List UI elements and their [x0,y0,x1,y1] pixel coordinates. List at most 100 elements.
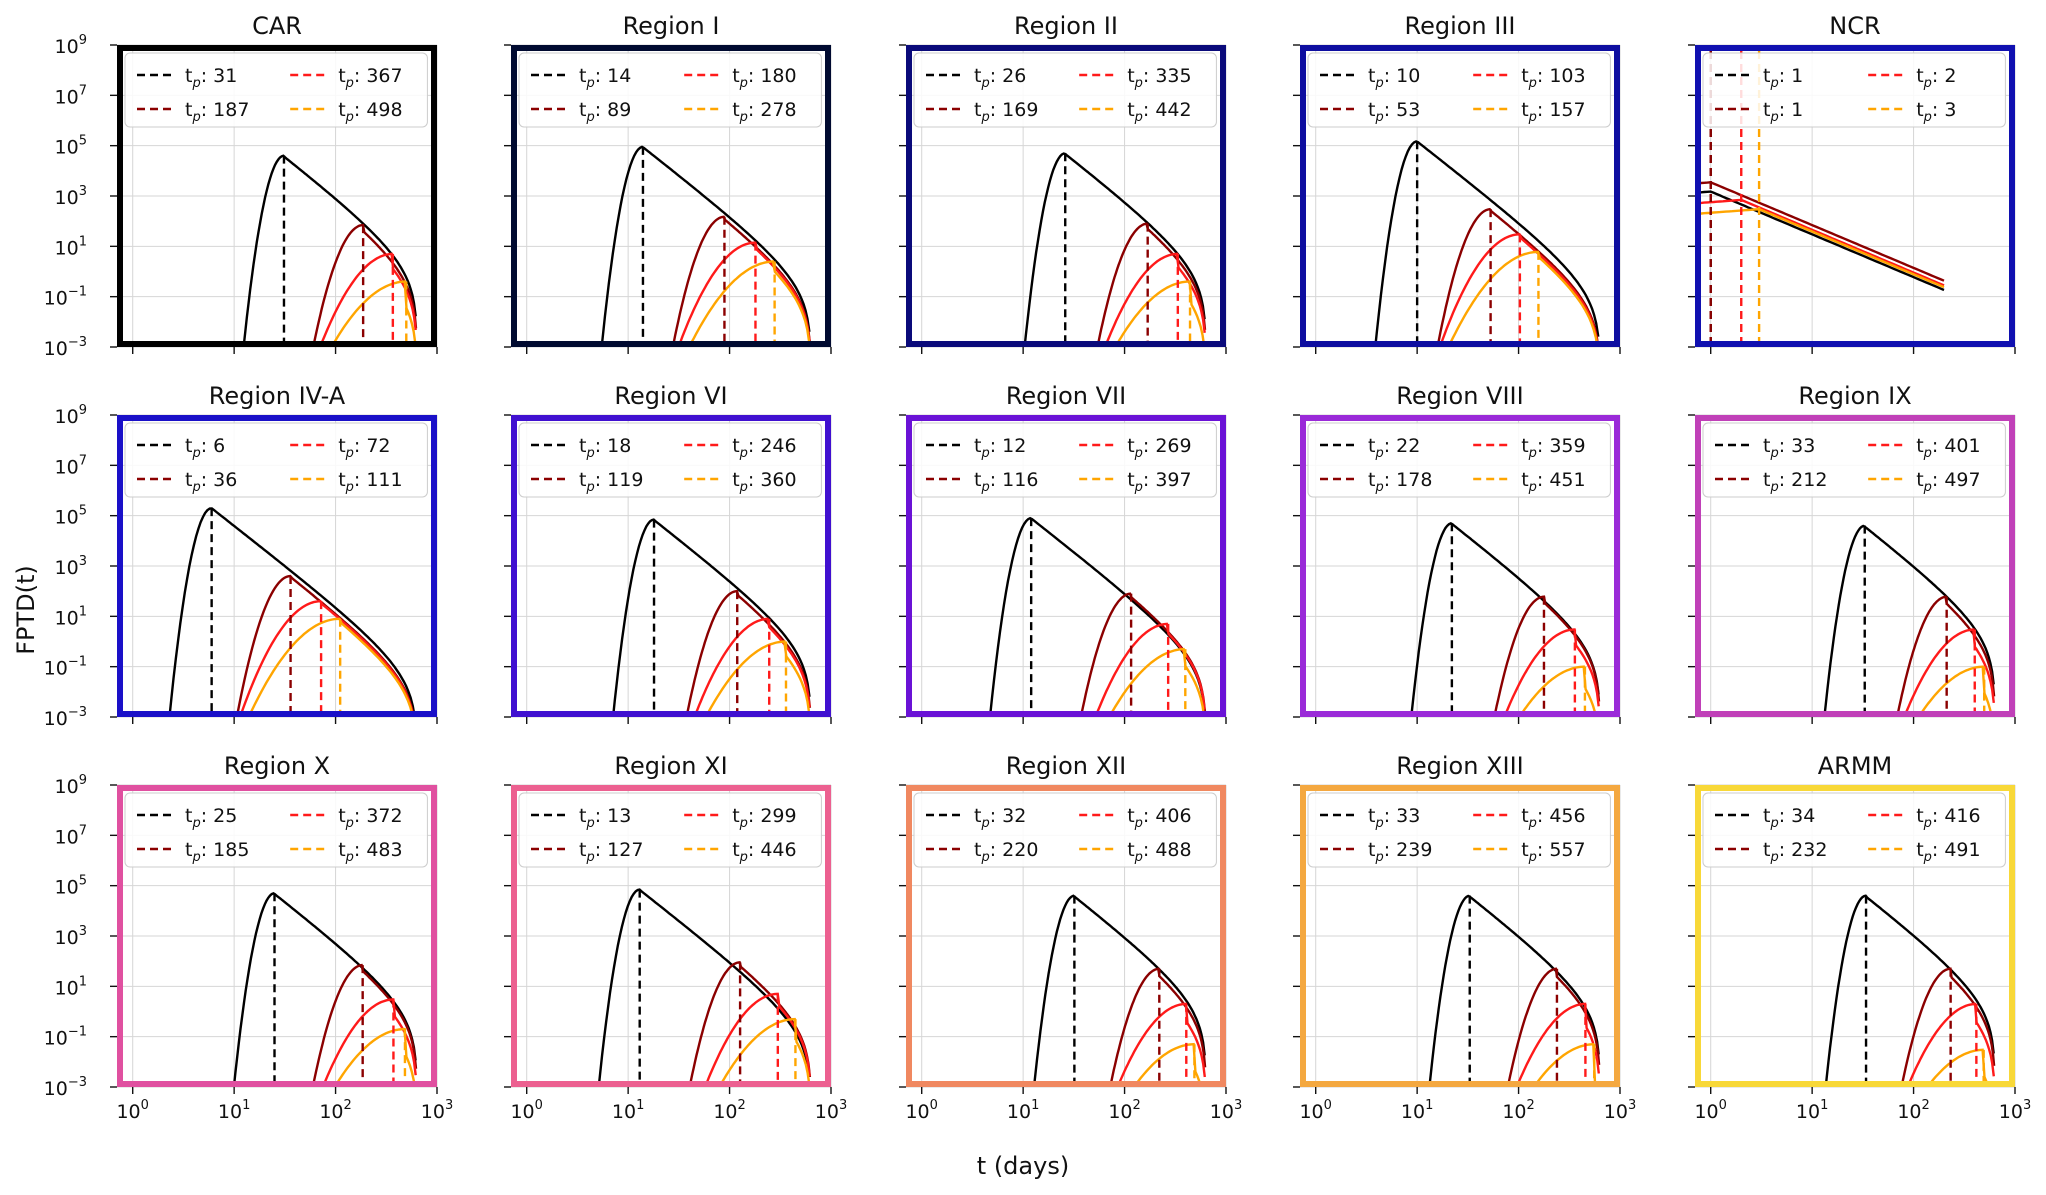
series-line [232,892,417,1087]
panel-frame [1695,785,2015,1087]
series-line [704,640,811,717]
panel: Region VII tp: 12 tp: 116 tp: 269 tp: 397 [899,382,1227,724]
legend-entry: tp: 1 [1763,99,1803,125]
panel-title: ARMM [1818,752,1893,780]
panel-title: Region XI [614,752,727,780]
legend-entry: tp: 401 [1916,435,1980,461]
panel-title: Region I [623,12,720,40]
series-line [611,518,811,717]
series-line [1428,894,1600,1087]
x-tick-label: 102 [1108,1098,1140,1123]
panel-frame [117,45,437,347]
panel: NCR tp: 1 tp: 1 tp: 2 tp: 3 [1688,12,2016,354]
series-line [242,154,417,347]
legend: tp: 33 tp: 212 tp: 401 tp: 497 [1702,422,2006,498]
legend-entry: tp: 169 [974,99,1038,125]
y-tick-label: 101 [55,234,87,259]
x-tick-label: 103 [1604,1098,1636,1123]
panel-frame [1300,45,1620,347]
panel: Region IX tp: 33 tp: 212 tp: 401 tp: 497 [1688,382,2016,724]
legend-entry: tp: 72 [338,435,390,461]
series-line [333,1027,416,1087]
y-tick-label: 10−3 [44,335,87,360]
legend-entry: tp: 451 [1521,469,1585,495]
panel-frame [1695,45,2015,347]
panel: CAR tp: 31 tp: 187 tp: 367 tp: 498 10−3 10−1 10… [44,12,438,360]
legend-entry: tp: 2 [1916,65,1956,91]
panel-frame [1300,785,1620,1087]
legend-entry: tp: 335 [1127,65,1191,91]
legend-entry: tp: 187 [185,99,249,125]
x-tick-label: 103 [421,1098,453,1123]
x-tick-label: 102 [319,1098,351,1123]
legend-box [124,422,428,498]
legend-entry: tp: 33 [1368,805,1420,831]
legend-entry: tp: 127 [579,839,643,865]
panel-frame [511,785,831,1087]
x-tick-label: 101 [612,1098,644,1123]
y-tick-label: 10−1 [44,1025,87,1050]
legend-entry: tp: 36 [185,469,237,495]
panel-title: Region VII [1006,382,1126,410]
legend-entry: tp: 446 [732,839,796,865]
y-tick-label: 103 [55,924,87,949]
legend-entry: tp: 33 [1763,435,1815,461]
x-tick-label: 103 [1210,1098,1242,1123]
series-group [242,154,418,347]
series-line [1096,222,1207,347]
series-line [1374,140,1600,347]
y-tick-label: 105 [55,134,87,159]
series-group [1695,51,1945,347]
series-line [1517,665,1598,717]
series-line [688,960,812,1087]
legend-entry: tp: 239 [1368,839,1432,865]
x-tick-label: 100 [510,1098,542,1123]
panel: Region IV-A tp: 6 tp: 36 tp: 72 tp: 111 10−3 1… [44,382,438,730]
panel-title: NCR [1829,12,1880,40]
legend: tp: 32 tp: 220 tp: 406 tp: 488 [913,792,1217,868]
y-tick-label: 101 [55,604,87,629]
x-tick-label: 103 [1999,1098,2031,1123]
panel-frame [906,415,1226,717]
panel: Region VIII tp: 22 tp: 178 tp: 359 tp: 451 [1293,382,1621,724]
series-line [1032,894,1206,1087]
y-tick-label: 10−1 [44,285,87,310]
y-axis-label: FPTD(t) [12,565,40,655]
legend-entry: tp: 1 [1763,65,1803,91]
y-tick-label: 105 [55,874,87,899]
x-tick-label: 101 [1007,1098,1039,1123]
panel: Region III tp: 10 tp: 53 tp: 103 tp: 157 [1293,12,1621,354]
series-group [600,145,811,347]
x-tick-label: 101 [1401,1098,1433,1123]
panel-title: CAR [252,12,302,40]
legend-entry: tp: 180 [732,65,796,91]
panel: Region X tp: 25 tp: 185 tp: 372 tp: 483 100 10… [44,752,454,1123]
legend: tp: 12 tp: 116 tp: 269 tp: 397 [913,422,1217,498]
panel-title: Region XII [1006,752,1126,780]
series-group [597,888,812,1087]
series-line [1906,1002,1995,1087]
series-line [321,998,417,1087]
y-tick-label: 109 [55,33,87,58]
legend-entry: tp: 483 [338,839,402,865]
legend-entry: tp: 360 [732,469,796,495]
series-line [247,617,415,717]
series-line [1902,628,1995,717]
y-tick-label: 10−3 [44,1075,87,1100]
series-line [1107,647,1206,717]
panel-frame [117,785,437,1087]
legend-entry: tp: 34 [1763,805,1815,831]
legend-entry: tp: 442 [1127,99,1191,125]
legend-entry: tp: 497 [1916,469,1980,495]
series-line [1493,595,1601,717]
legend-entry: tp: 6 [185,435,225,461]
legend: tp: 10 tp: 53 tp: 103 tp: 157 [1307,52,1611,128]
panel-title: Region IX [1798,382,1911,410]
legend-entry: tp: 232 [1763,839,1827,865]
legend-entry: tp: 14 [579,65,631,91]
x-axis-label: t (days) [977,1152,1069,1180]
series-group [1023,152,1207,347]
panel-frame [906,45,1226,347]
series-line [600,145,811,347]
